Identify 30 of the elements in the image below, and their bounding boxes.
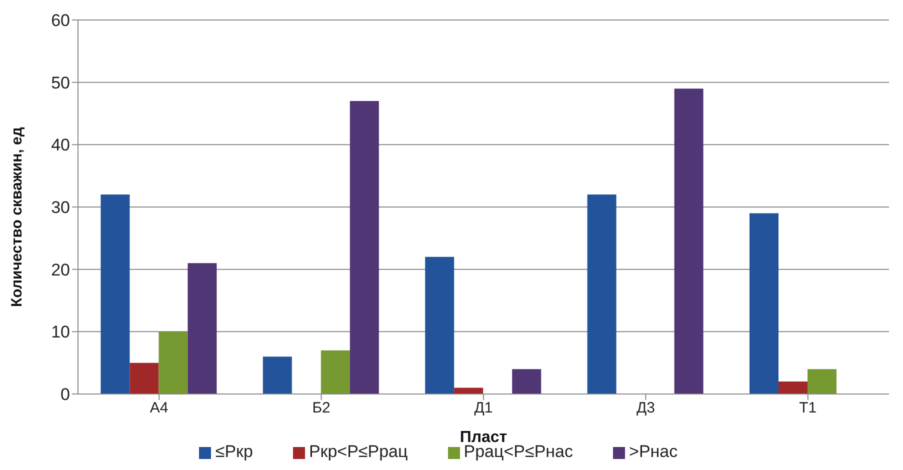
x-tick-label: А4: [150, 400, 168, 417]
bar: [262, 356, 292, 394]
x-tick-label: Д3: [636, 400, 655, 417]
y-axis-title: Количество скважин, ед: [8, 126, 26, 307]
legend-label: ≤Pкр: [215, 442, 253, 461]
bar: [350, 101, 379, 394]
x-tick-label: Б2: [312, 400, 330, 417]
y-tick-label: 40: [51, 136, 70, 155]
bar: [587, 194, 616, 394]
bar: [674, 88, 704, 394]
bar: [320, 350, 350, 394]
y-tick-label: 0: [60, 385, 70, 404]
y-tick-label: 10: [51, 322, 70, 342]
bar: [512, 369, 542, 394]
y-tick-label: 60: [51, 11, 70, 30]
legend-label: Pкр<P≤Pрац: [308, 442, 408, 461]
bar: [158, 332, 188, 394]
bar: [188, 263, 217, 394]
bar: [425, 256, 454, 394]
bar: [778, 382, 808, 394]
y-tick-label: 20: [51, 260, 70, 280]
bar: [750, 213, 779, 394]
y-tick-label: 50: [51, 73, 70, 92]
x-tick-label: Д1: [474, 400, 493, 417]
bar: [808, 369, 837, 394]
y-tick-label: 30: [51, 198, 70, 218]
bar: [100, 194, 130, 394]
bar: [130, 362, 159, 394]
x-tick-label: Т1: [799, 400, 817, 417]
legend-label: >Pнас: [629, 442, 678, 461]
